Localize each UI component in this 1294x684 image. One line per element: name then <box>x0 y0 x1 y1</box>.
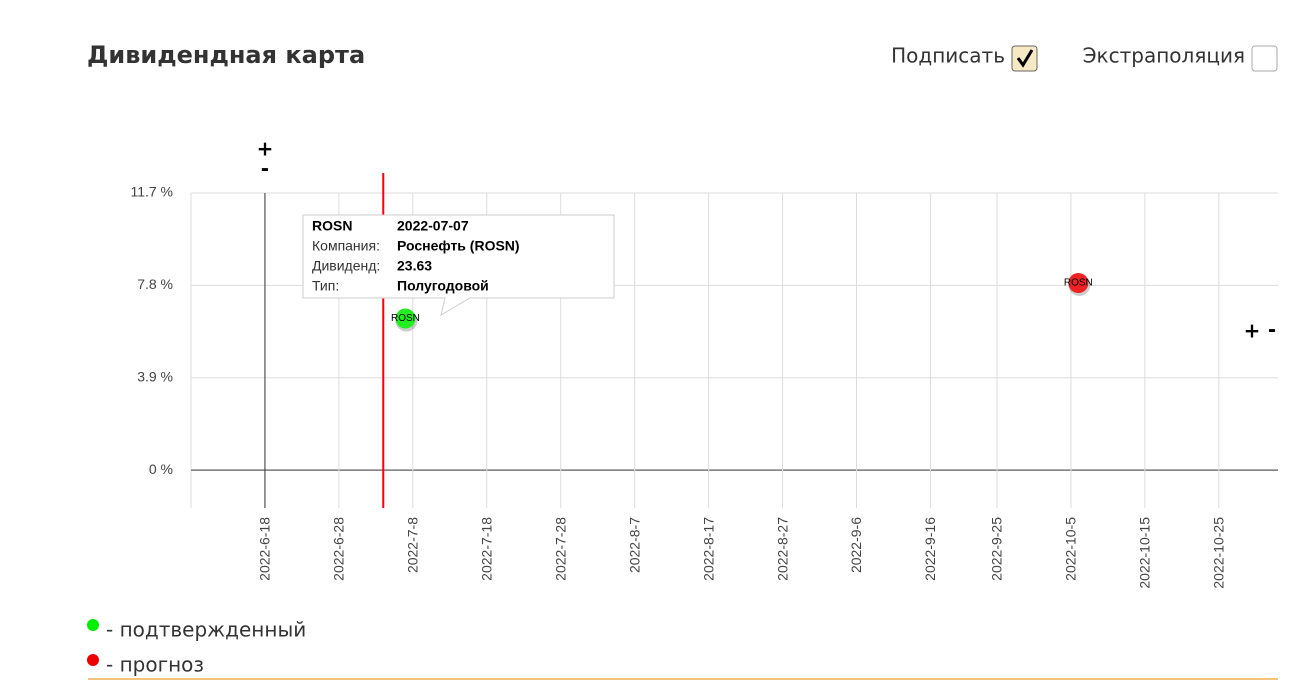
tooltip-key: Дивиденд: <box>312 258 380 274</box>
x-tick-label: 2022-8-27 <box>774 517 790 581</box>
x-tick-label: 2022-9-16 <box>922 517 938 581</box>
legend-swatch <box>87 654 99 666</box>
legend-label: - прогноз <box>106 653 204 677</box>
x-tick-label: 2022-7-18 <box>478 517 494 581</box>
zoom-minus[interactable]: - <box>261 157 269 181</box>
legend-label: - подтвержденный <box>106 618 306 642</box>
point[interactable] <box>395 308 416 329</box>
x-tick-label: 2022-8-17 <box>700 517 716 581</box>
y-tick-label: 0 % <box>149 461 173 477</box>
point[interactable] <box>1068 273 1089 293</box>
tooltip-key: Тип: <box>312 278 339 294</box>
checkbox[interactable] <box>1251 45 1278 72</box>
x-tick-label: 2022-6-18 <box>257 517 273 581</box>
legend-swatch <box>87 619 99 631</box>
zoom-plus[interactable]: + <box>1244 319 1261 343</box>
tooltip-key: ROSN <box>312 218 352 234</box>
page-title: Дивидендная карта <box>87 41 365 69</box>
zoom-minus[interactable]: - <box>1268 318 1276 342</box>
checkmark <box>1016 49 1034 68</box>
x-tick-label: 2022-10-5 <box>1063 517 1079 581</box>
x-tick-label: 2022-8-7 <box>626 517 642 573</box>
x-tick-label: 2022-7-28 <box>552 517 568 581</box>
x-tick-label: 2022-10-25 <box>1211 517 1227 589</box>
y-tick-label: 11.7 % <box>130 184 173 200</box>
control-label[interactable]: Экстраполяция <box>1083 44 1245 68</box>
x-tick-label: 2022-9-25 <box>989 517 1005 581</box>
tooltip-value: 23.63 <box>397 258 432 274</box>
x-tick-label: 2022-6-28 <box>331 517 347 581</box>
point-label: ROSN <box>1064 278 1093 289</box>
point-label: ROSN <box>391 313 420 324</box>
tooltip-value: Полугодовой <box>397 278 489 294</box>
x-tick-label: 2022-9-6 <box>848 517 864 573</box>
y-tick-label: 3.9 % <box>137 368 173 384</box>
tooltip-key: Компания: <box>312 238 380 254</box>
zoom-plus[interactable]: + <box>257 137 274 161</box>
tooltip-box <box>302 214 615 317</box>
tooltip-value: Роснефть (ROSN) <box>397 238 520 254</box>
tooltip-value: 2022-07-07 <box>397 218 469 234</box>
y-tick-label: 7.8 % <box>137 276 173 292</box>
checkbox[interactable] <box>1011 45 1038 72</box>
control-label[interactable]: Подписать <box>891 44 1005 68</box>
x-tick-label: 2022-10-15 <box>1137 517 1153 589</box>
x-tick-label: 2022-7-8 <box>405 517 421 573</box>
